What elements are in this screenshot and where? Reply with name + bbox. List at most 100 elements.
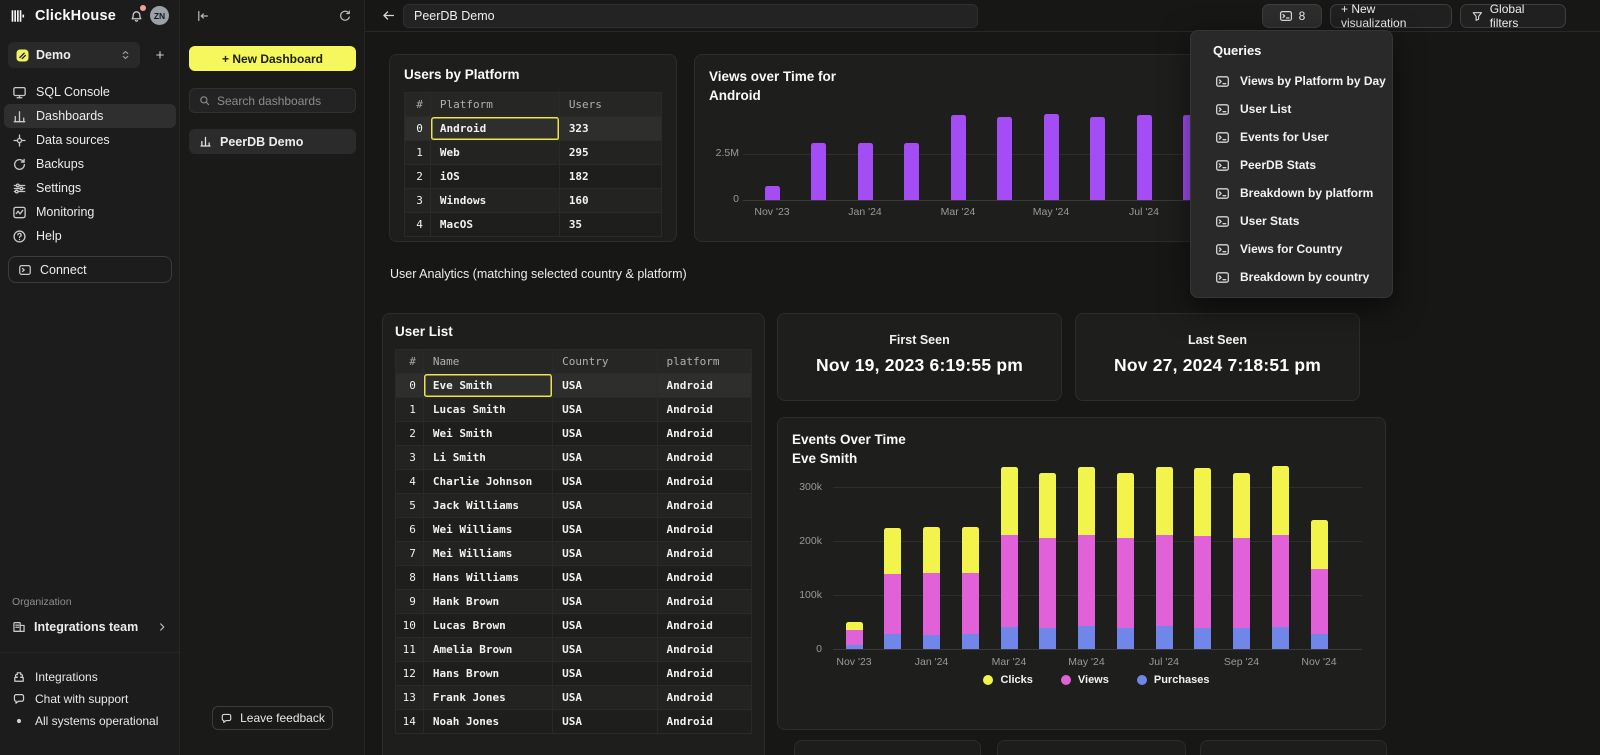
table-row[interactable]: 2iOS182	[405, 165, 661, 189]
table-cell[interactable]: USA	[553, 710, 657, 734]
table-cell[interactable]: Lucas Brown	[424, 614, 553, 638]
events-bar-jan-24-views[interactable]	[923, 573, 940, 635]
table-row[interactable]: 10Lucas BrownUSAAndroid	[396, 614, 751, 638]
events-bar-mar-24-clicks[interactable]	[1001, 467, 1018, 535]
events-bar-aug-24-purchases[interactable]	[1194, 628, 1211, 649]
new-dashboard-button[interactable]: + New Dashboard	[189, 46, 356, 71]
query-item-views-for-country[interactable]: Views for Country	[1191, 235, 1392, 263]
query-item-breakdown-by-country[interactable]: Breakdown by country	[1191, 263, 1392, 291]
table-cell[interactable]: USA	[553, 446, 657, 470]
events-bar-dec-23-clicks[interactable]	[884, 528, 901, 574]
events-bar-may-24-views[interactable]	[1078, 535, 1095, 626]
sidebar-item-integrations-team[interactable]: Integrations team	[4, 614, 176, 640]
events-bar-nov-23-clicks[interactable]	[846, 622, 863, 630]
table-cell[interactable]: 35	[560, 213, 661, 237]
table-cell[interactable]: USA	[553, 686, 657, 710]
table-cell[interactable]: Android	[658, 422, 751, 446]
table-cell[interactable]: 295	[560, 141, 661, 165]
views-bar-mar-24[interactable]	[951, 115, 966, 200]
events-bar-nov-23-views[interactable]	[846, 630, 863, 645]
query-item-user-list[interactable]: User List	[1191, 95, 1392, 123]
table-cell[interactable]: Li Smith	[424, 446, 553, 470]
table-cell[interactable]: Wei Williams	[424, 518, 553, 542]
table-cell[interactable]: USA	[553, 518, 657, 542]
events-bar-apr-24-purchases[interactable]	[1039, 628, 1056, 649]
events-bar-jan-24-clicks[interactable]	[923, 527, 940, 573]
add-workspace-button[interactable]: +	[148, 42, 172, 68]
table-cell[interactable]: Wei Smith	[424, 422, 553, 446]
table-cell[interactable]: USA	[553, 566, 657, 590]
table-cell[interactable]: Android	[658, 566, 751, 590]
workspace-select[interactable]: Demo	[8, 42, 140, 68]
table-row[interactable]: 7Mei WilliamsUSAAndroid	[396, 542, 751, 566]
events-bar-nov-24-purchases[interactable]	[1311, 634, 1328, 649]
events-bar-aug-24-clicks[interactable]	[1194, 468, 1211, 536]
table-row[interactable]: 1Web295	[405, 141, 661, 165]
table-cell[interactable]: Noah Jones	[424, 710, 553, 734]
table-row[interactable]: 9Hank BrownUSAAndroid	[396, 590, 751, 614]
dashboard-title-input[interactable]	[403, 4, 978, 28]
events-bar-jul-24-purchases[interactable]	[1156, 626, 1173, 649]
views-bar-apr-24[interactable]	[997, 117, 1012, 200]
events-bar-apr-24-clicks[interactable]	[1039, 473, 1056, 538]
table-cell[interactable]: USA	[553, 542, 657, 566]
table-cell[interactable]: Charlie Johnson	[424, 470, 553, 494]
table-cell[interactable]: Windows	[431, 189, 560, 213]
table-cell[interactable]: Android	[658, 470, 751, 494]
views-bar-jul-24[interactable]	[1137, 115, 1152, 200]
sidebar-footer-item-chat-with-support[interactable]: Chat with support	[12, 688, 174, 710]
table-cell[interactable]: USA	[553, 662, 657, 686]
table-cell[interactable]: USA	[553, 590, 657, 614]
table-cell[interactable]: Amelia Brown	[424, 638, 553, 662]
events-bar-sep-24-purchases[interactable]	[1233, 628, 1250, 649]
table-row[interactable]: 8Hans WilliamsUSAAndroid	[396, 566, 751, 590]
table-cell[interactable]: Mei Williams	[424, 542, 553, 566]
table-cell[interactable]: Android	[658, 638, 751, 662]
events-bar-jan-24-purchases[interactable]	[923, 635, 940, 649]
events-bar-nov-24-clicks[interactable]	[1311, 520, 1328, 569]
dashboard-list-item-peerdb-demo[interactable]: PeerDB Demo	[189, 129, 356, 154]
table-cell[interactable]: USA	[553, 374, 657, 398]
events-bar-oct-24-clicks[interactable]	[1272, 466, 1289, 535]
sidebar-item-monitoring[interactable]: Monitoring	[4, 200, 176, 224]
table-cell[interactable]: Android	[658, 686, 751, 710]
table-row[interactable]: 2Wei SmithUSAAndroid	[396, 422, 751, 446]
table-row[interactable]: 11Amelia BrownUSAAndroid	[396, 638, 751, 662]
table-cell[interactable]: USA	[553, 398, 657, 422]
views-bar-dec-23[interactable]	[811, 143, 826, 200]
table-cell[interactable]: Hans Williams	[424, 566, 553, 590]
events-bar-apr-24-views[interactable]	[1039, 538, 1056, 628]
table-row[interactable]: 0Android323	[405, 117, 661, 141]
table-cell[interactable]: Android	[658, 374, 751, 398]
events-bar-mar-24-purchases[interactable]	[1001, 627, 1018, 649]
table-cell[interactable]: Android	[658, 398, 751, 422]
table-cell[interactable]: 160	[560, 189, 661, 213]
connect-button[interactable]: Connect	[8, 256, 172, 283]
table-cell[interactable]: USA	[553, 422, 657, 446]
table-cell[interactable]: USA	[553, 494, 657, 518]
queries-count-button[interactable]: 8	[1262, 4, 1322, 28]
events-bar-oct-24-views[interactable]	[1272, 535, 1289, 627]
legend-item-purchases[interactable]: Purchases	[1137, 674, 1210, 686]
events-bar-sep-24-clicks[interactable]	[1233, 473, 1250, 538]
sidebar-footer-item-integrations[interactable]: Integrations	[12, 666, 174, 688]
table-cell[interactable]: Lucas Smith	[424, 398, 553, 422]
table-row[interactable]: 0Eve SmithUSAAndroid	[396, 374, 751, 398]
table-cell[interactable]: Jack Williams	[424, 494, 553, 518]
avatar[interactable]: ZN	[150, 6, 169, 25]
table-row[interactable]: 14Noah JonesUSAAndroid	[396, 710, 751, 734]
new-visualization-button[interactable]: + New visualization	[1330, 4, 1452, 28]
table-row[interactable]: 3Li SmithUSAAndroid	[396, 446, 751, 470]
events-bar-oct-24-purchases[interactable]	[1272, 627, 1289, 649]
table-cell[interactable]: USA	[553, 470, 657, 494]
events-bar-feb-24-clicks[interactable]	[962, 527, 979, 573]
table-cell[interactable]: 182	[560, 165, 661, 189]
events-bar-mar-24-views[interactable]	[1001, 535, 1018, 627]
table-cell[interactable]: MacOS	[431, 213, 560, 237]
legend-item-clicks[interactable]: Clicks	[983, 674, 1032, 686]
events-bar-may-24-clicks[interactable]	[1078, 467, 1095, 535]
query-item-user-stats[interactable]: User Stats	[1191, 207, 1392, 235]
events-bar-aug-24-views[interactable]	[1194, 536, 1211, 628]
sidebar-item-dashboards[interactable]: Dashboards	[4, 104, 176, 128]
table-row[interactable]: 4Charlie JohnsonUSAAndroid	[396, 470, 751, 494]
